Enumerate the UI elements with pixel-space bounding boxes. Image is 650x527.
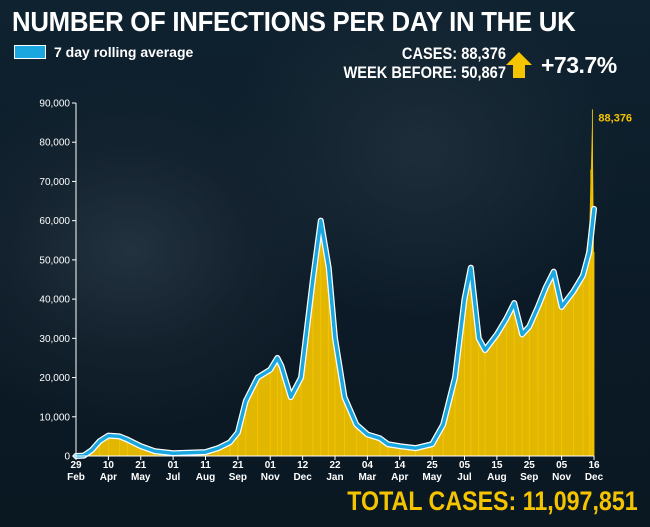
x-tick-month-8: Jan — [326, 472, 343, 483]
x-tick-date-8: 22 — [329, 460, 341, 471]
rolling-average-line — [74, 207, 596, 458]
percent-change: +73.7% — [541, 52, 617, 78]
x-tick-date-5: 21 — [232, 460, 244, 471]
x-tick-date-0: 29 — [70, 460, 82, 471]
y-tick-label-6: 60,000 — [39, 216, 70, 227]
x-tick-date-1: 10 — [103, 460, 115, 471]
x-tick-date-11: 25 — [427, 460, 439, 471]
case-stats: CASES: 88,376 WEEK BEFORE: 50,867 — [344, 44, 506, 82]
up-arrow-icon — [506, 52, 532, 78]
x-tick-month-4: Aug — [196, 472, 215, 483]
daily-cases-area — [76, 109, 594, 457]
y-tick-label-9: 90,000 — [39, 99, 70, 110]
y-tick-label-3: 30,000 — [39, 334, 70, 345]
up-arrow-shape — [506, 52, 532, 78]
x-tick-date-4: 11 — [200, 460, 211, 471]
y-tick-label-4: 40,000 — [39, 295, 70, 306]
x-tick-date-7: 12 — [297, 460, 309, 471]
y-axis: 0 10,000 20,000 30,000 40,000 50,000 60,000 70,… — [39, 99, 77, 463]
x-tick-month-3: Jul — [166, 472, 181, 483]
x-tick-month-2: May — [131, 472, 151, 483]
x-tick-month-0: Feb — [67, 472, 85, 483]
cases-stat: CASES: 88,376 — [401, 44, 506, 63]
x-tick-date-13: 15 — [491, 460, 503, 471]
chart-annotations: 88,376 — [598, 112, 632, 124]
x-tick-date-12: 05 — [459, 460, 471, 471]
x-tick-month-12: Jul — [457, 472, 472, 483]
peak-value-label-0: 88,376 — [598, 112, 632, 124]
x-tick-date-14: 25 — [524, 460, 536, 471]
x-tick-month-11: May — [422, 472, 442, 483]
x-tick-month-7: Dec — [293, 472, 312, 483]
x-tick-date-15: 05 — [556, 460, 568, 471]
legend-swatch — [14, 45, 46, 59]
week-before-stat: WEEK BEFORE: 50,867 — [343, 63, 506, 82]
y-tick-label-7: 70,000 — [39, 177, 70, 188]
x-tick-month-6: Nov — [261, 472, 280, 483]
y-tick-label-2: 20,000 — [39, 373, 70, 384]
x-tick-month-13: Aug — [487, 472, 506, 483]
x-tick-month-10: Apr — [391, 472, 408, 483]
x-tick-month-16: Dec — [585, 472, 604, 483]
x-tick-month-5: Sep — [229, 472, 247, 483]
x-tick-date-9: 04 — [362, 460, 374, 471]
daily-cases-bars — [76, 109, 595, 457]
x-axis: 29Feb10Apr21May01Jul11Aug21Sep01Nov12Dec… — [67, 455, 604, 483]
x-tick-month-15: Nov — [552, 472, 571, 483]
x-tick-date-2: 21 — [135, 460, 147, 471]
chart-title: NUMBER OF INFECTIONS PER DAY IN THE UK — [12, 6, 576, 37]
x-tick-date-3: 01 — [168, 460, 180, 471]
x-tick-month-1: Apr — [100, 472, 117, 483]
x-tick-date-6: 01 — [265, 460, 277, 471]
x-tick-month-9: Mar — [358, 472, 376, 483]
y-tick-label-0: 0 — [64, 452, 70, 463]
y-tick-label-1: 10,000 — [39, 412, 70, 423]
y-tick-label-8: 80,000 — [39, 138, 70, 149]
y-tick-label-5: 50,000 — [39, 255, 70, 266]
chart-legend: 7 day rolling average — [14, 44, 193, 60]
legend-label: 7 day rolling average — [54, 44, 194, 60]
x-tick-date-16: 16 — [588, 460, 600, 471]
x-tick-date-10: 14 — [394, 460, 406, 471]
x-tick-month-14: Sep — [520, 472, 538, 483]
total-cases: TOTAL CASES: 11,097,851 — [347, 486, 638, 516]
